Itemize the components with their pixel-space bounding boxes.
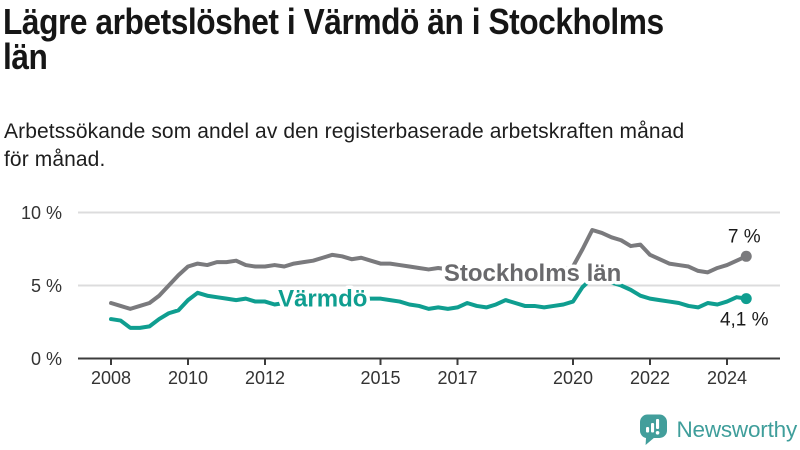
end-value-label-varmdo: 4,1 % [720,310,769,331]
page-title: Lägre arbetslöshet i Värmdö än i Stockho… [3,1,664,77]
end-value-label-stockholms-lan: 7 % [728,226,761,247]
newsworthy-wordmark: Newsworthy [676,416,797,442]
page-title-line-2: län [3,36,48,77]
x-tick-label: 2008 [91,368,131,388]
x-tick-label: 2010 [168,368,208,388]
x-tick-label: 2022 [630,368,670,388]
page-subtitle: Arbetssökande som andel av den registerb… [4,118,684,174]
y-tick-label: 5 % [31,276,62,296]
x-tick-label: 2024 [707,368,747,388]
newsworthy-logo: Newsworthy [638,413,797,446]
series-end-dot-varmdo [740,293,752,305]
page-title-line-1: Lägre arbetslöshet i Värmdö än i Stockho… [3,1,664,42]
page-subtitle-line-2: för månad. [4,148,106,171]
series-label-varmdo: Värmdö [278,286,367,313]
y-tick-label: 10 % [21,203,62,223]
series-end-dot-stockholms-lan [740,250,752,262]
newsworthy-speech-bubble-chart-icon [640,414,668,445]
page-subtitle-line-1: Arbetssökande som andel av den registerb… [4,120,685,143]
x-tick-label: 2015 [360,368,400,388]
series-label-stockholms-lan: Stockholms län [444,260,621,287]
x-tick-label: 2017 [437,368,477,388]
x-tick-label: 2020 [553,368,593,388]
series-line-stockholms-lan [109,228,749,311]
x-tick-label: 2012 [245,368,285,388]
y-tick-label: 0 % [31,349,62,369]
series-line-varmdo [109,276,749,330]
